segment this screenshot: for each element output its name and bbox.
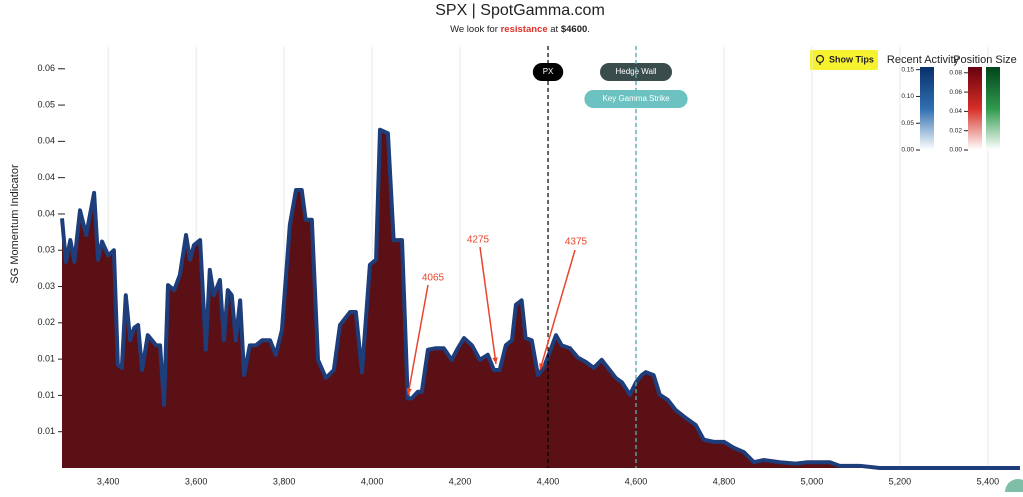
x-tick-label: 4,200 [449,476,472,486]
y-tick-label: 0.01 [37,426,55,436]
tips-button-bg[interactable] [810,50,878,70]
y-tick-label: 0.02 [37,317,55,327]
marker-pill [532,63,564,81]
y-tick-label: 0.06 [37,63,55,73]
x-tick-label: 3,600 [185,476,208,486]
x-tick-label: 4,600 [625,476,648,486]
annotation-arrow [479,246,497,365]
area [62,129,1020,468]
subtitle-text: at [550,24,558,35]
help-badge[interactable] [1005,479,1023,497]
colorbar-tick-label: 0.06 [949,89,962,96]
y-tick-label: 0.03 [37,281,55,291]
colorbar-tick-label: 0.08 [949,70,962,77]
colorbar-title: Recent Activity [887,54,960,66]
y-axis-label: SG Momentum Indicator [9,164,21,284]
x-tick-label: 3,800 [273,476,296,486]
colorbar-tick-label: 0.04 [949,108,962,115]
annotation-arrow [539,249,576,371]
marker-label: Key Gamma Strike [602,94,670,103]
colorbar [986,67,1000,150]
colorbar-tick-label: 0.15 [901,66,914,73]
y-tick-label: 0.04 [37,172,55,182]
marker-label: PX [543,67,554,76]
annotation-label: 4375 [565,237,588,248]
colorbar-title: Position Size [953,54,1017,66]
colorbar [968,67,982,150]
colorbar-tick-label: 0.00 [901,147,914,154]
subtitle-text: . [587,24,590,35]
annotation-label: 4275 [467,235,490,246]
tips-button[interactable]: Show Tips [810,50,878,70]
y-tick-label: 0.01 [37,353,55,363]
area-line [60,127,1020,470]
x-tick-label: 4,400 [537,476,560,486]
subtitle-text: We look for [450,24,498,35]
x-tick-label: 4,000 [361,476,384,486]
y-tick-label: 0.05 [37,99,55,109]
colorbar-tick-label: 0.05 [901,120,914,127]
marker-pill [600,63,673,81]
colorbar-tick-label: 0.02 [949,127,962,134]
colorbar-tick-label: 0.10 [901,93,914,100]
x-tick-label: 5,400 [977,476,1000,486]
arrow-head [492,357,498,364]
subtitle-highlight: resistance [501,24,548,35]
marker-label: Hedge Wall [615,67,656,76]
colorbar [920,67,934,150]
annotation-arrow [407,284,429,396]
y-tick-label: 0.03 [37,245,55,255]
chart-subtitle: We look for resistance at $4600. [450,24,590,35]
y-tick-label: 0.01 [37,390,55,400]
tips-button-label[interactable]: Show Tips [829,54,874,64]
x-tick-label: 4,800 [713,476,736,486]
chart-title: SPX | SpotGamma.com [435,2,605,19]
subtitle-level: $4600 [561,24,587,35]
annotation-label: 4065 [422,273,445,284]
bulb-icon [815,54,825,64]
y-tick-label: 0.04 [37,136,55,146]
colorbar-tick-label: 0.00 [949,147,962,154]
y-tick-label: 0.04 [37,208,55,218]
x-tick-label: 5,200 [889,476,912,486]
arrow-head [406,388,412,395]
x-tick-label: 5,000 [801,476,824,486]
arrow-head [539,363,545,370]
x-tick-label: 3,400 [97,476,120,486]
marker-pill [584,90,688,108]
